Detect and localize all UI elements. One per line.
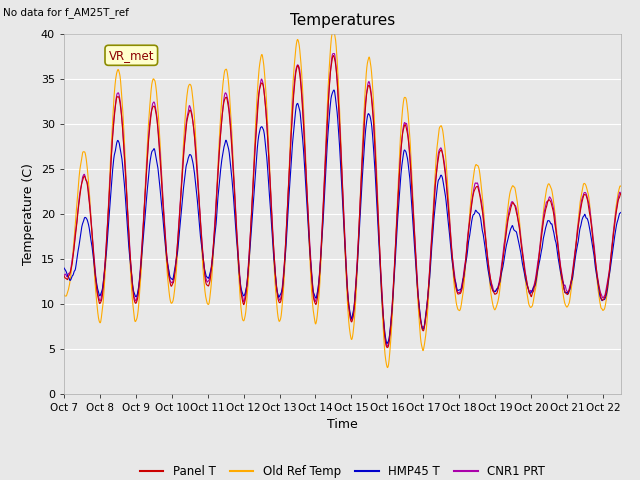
X-axis label: Time: Time — [327, 418, 358, 431]
Y-axis label: Temperature (C): Temperature (C) — [22, 163, 35, 264]
Text: VR_met: VR_met — [109, 49, 154, 62]
Title: Temperatures: Temperatures — [290, 13, 395, 28]
Text: No data for f_AM25T_ref: No data for f_AM25T_ref — [3, 7, 129, 18]
Legend: Panel T, Old Ref Temp, HMP45 T, CNR1 PRT: Panel T, Old Ref Temp, HMP45 T, CNR1 PRT — [135, 461, 550, 480]
